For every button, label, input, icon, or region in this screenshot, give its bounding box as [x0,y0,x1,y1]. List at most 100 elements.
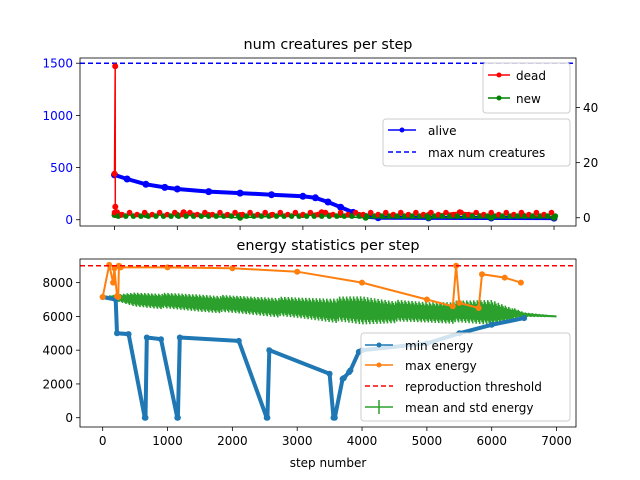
series-min-energy-point [174,414,181,421]
series-new-point [258,213,265,219]
series-dead-point [518,209,525,216]
series-new-point [334,213,340,219]
series-alive-point [324,198,332,206]
top-ytick-left-label: 0 [65,213,73,227]
series-max-energy-point [229,265,236,272]
series-new-point [243,213,250,219]
series-new-point [454,213,461,219]
series-max-energy-point [294,268,301,275]
series-max-energy-point [110,279,117,286]
legend-min-energy-label: min energy [405,339,473,353]
series-dead-point [217,209,223,216]
series-max-energy-point [479,271,485,278]
series-dead-point [548,209,555,216]
series-dead-point [413,209,419,216]
series-new-point [552,213,559,219]
top-chart-title: num creatures per step [244,37,413,53]
series-new-point [213,213,219,219]
top-ytick-right-label: 40 [583,101,598,115]
legend-min-energy-marker [376,342,382,348]
legend-dead-label: dead [516,69,546,83]
series-new-point [198,213,204,219]
series-dead-point [247,209,253,216]
series-min-energy-point [488,321,495,328]
series-max-energy-point [449,303,456,310]
series-min-energy-point [125,331,132,338]
series-new-point [364,213,370,219]
series-dead-point [322,209,329,216]
series-alive-line [113,172,555,221]
series-alive-point [299,192,307,200]
bottom-ytick-label: 8000 [42,276,73,290]
series-alive-point [268,191,275,199]
series-max-energy-point [456,299,463,306]
series-new-point [183,213,189,219]
series-max-energy-point [99,294,106,300]
series-max-energy-point [423,296,430,303]
series-min-energy-point [158,336,164,343]
series-dead-point [111,209,118,216]
top-ytick-right-label: 20 [583,156,598,170]
legend-new-label: new [516,92,541,106]
series-alive-point [142,180,150,188]
bottom-xtick-label: 5000 [412,434,443,448]
series-new-point [499,213,506,219]
series-dead-point [383,209,389,216]
series-min-energy-point [347,367,354,374]
series-new-point [273,213,280,219]
series-min-energy-point [266,347,273,354]
series-dead-point [111,170,118,177]
series-max-energy-point [115,294,122,300]
series-new-point [439,213,446,219]
series-alive-point [311,194,319,202]
series-dead-point [307,209,314,216]
series-dead-point [277,209,284,216]
series-min-energy-point [521,315,528,322]
series-dead-point [533,209,540,216]
series-dead-point [398,209,404,216]
series-dead-point [458,209,464,216]
series-alive-point [123,175,131,183]
series-dead-point [172,209,178,216]
legend-threshold-label: reproduction threshold [405,380,542,394]
legend-max-label: max num creatures [428,146,545,160]
bottom-xtick-label: 3000 [282,434,313,448]
series-new-point [484,213,491,219]
series-new-point [514,213,521,219]
series-new-point [394,213,400,219]
series-alive-point [337,203,345,211]
legend-alive-marker [399,127,405,133]
legend-mean-label: mean and std energy [405,401,533,415]
legend-new-marker [496,95,502,101]
series-new-point [138,213,144,219]
series-alive-point [205,188,213,196]
bottom-ytick-label: 4000 [42,344,73,358]
bottom-xtick-label: 4000 [347,434,378,448]
bottom-chart-title: energy statistics per step [236,238,419,254]
bottom-xtick-label: 2000 [217,434,248,448]
series-dead-point [187,209,193,216]
legend-dead-marker [496,72,502,78]
series-min-energy-point [326,370,333,377]
series-new-point [529,213,536,219]
series-new-point [409,213,415,219]
series-dead-point [232,209,238,216]
series-dead-point [112,63,119,70]
series-min-energy-point [143,334,150,341]
bottom-xtick-label: 0 [99,434,107,448]
bottom-legend: min energy max energy reproduction thres… [360,332,571,422]
series-dead-point [443,209,449,216]
top-chart: num creatures per step 0 500 1000 1500 0 20 4… [42,37,598,230]
bottom-chart: energy statistics per step 0 2000 4000 6000… [42,238,577,470]
top-ytick-left-label: 1500 [42,57,73,71]
series-dead-point [126,209,133,216]
series-max-energy-point [501,274,508,281]
bottom-xtick-label: 1000 [152,434,183,448]
series-max-energy-point [359,279,365,286]
bottom-xtick-label: 6000 [476,434,507,448]
series-min-energy-point [235,337,242,344]
series-dead-point [337,209,344,216]
series-max-energy-point [111,265,118,272]
legend-max-energy-marker [376,362,382,368]
